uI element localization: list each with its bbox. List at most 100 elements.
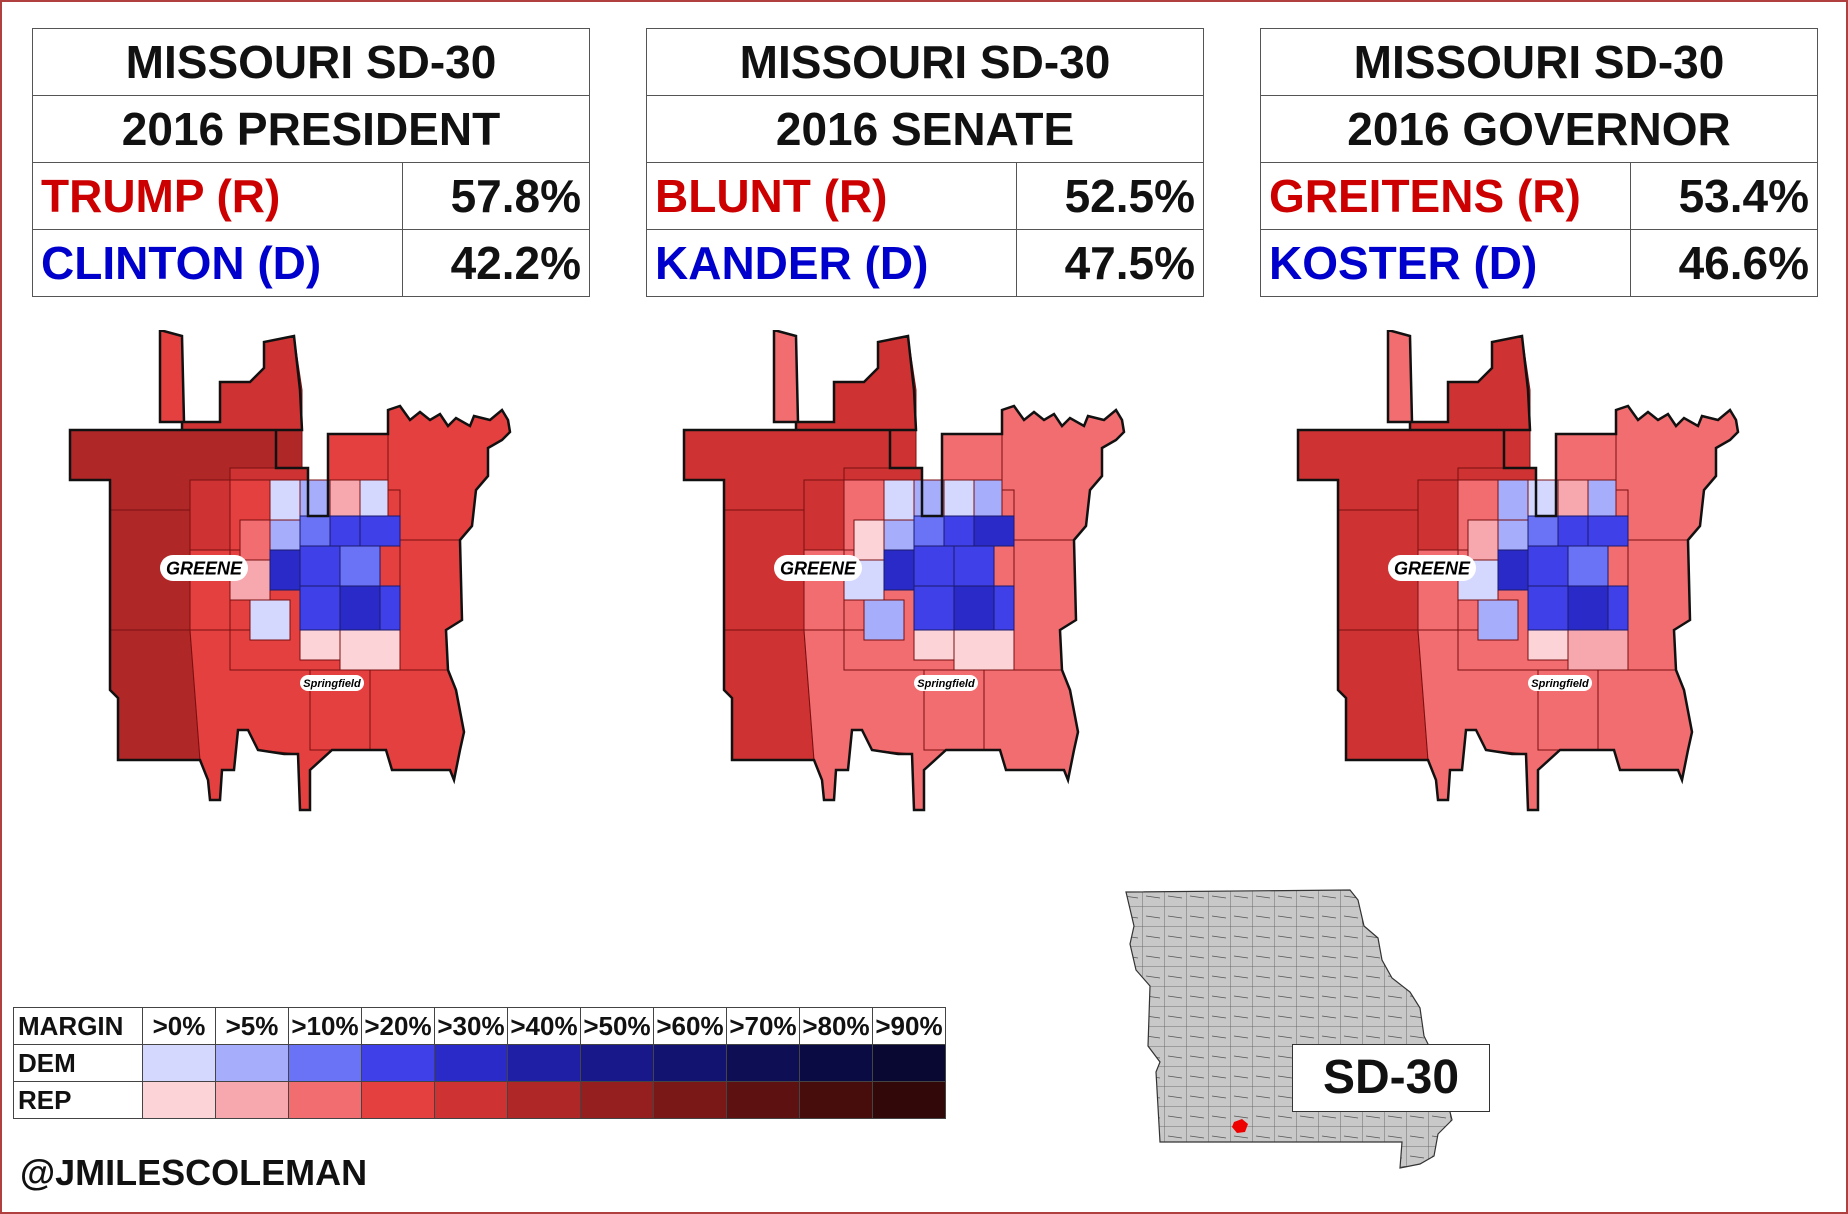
missouri-locator-map [1125, 889, 1453, 1169]
precinct-region [109, 629, 201, 761]
legend-threshold: >20% [361, 1007, 435, 1045]
precinct [1527, 585, 1569, 631]
precinct-region [1597, 669, 1693, 782]
precinct [339, 545, 381, 587]
district-title: MISSOURI SD-30 [1260, 28, 1818, 96]
precinct-region [983, 669, 1079, 782]
precinct [883, 479, 915, 521]
dem-legend-swatch [653, 1044, 727, 1082]
city-label: Springfield [1531, 678, 1589, 690]
rep-legend-swatch [726, 1081, 800, 1119]
legend-threshold: >40% [507, 1007, 581, 1045]
precinct [339, 629, 401, 671]
dem-candidate: KOSTER (D) [1260, 229, 1631, 297]
precinct [993, 585, 1015, 631]
precinct-region [399, 539, 463, 671]
precinct [329, 479, 361, 517]
rep-legend-swatch [142, 1081, 216, 1119]
city-label: Springfield [917, 678, 975, 690]
rep-percent: 57.8% [402, 162, 590, 230]
county-label: GREENE [166, 558, 243, 578]
dem-legend-swatch [215, 1044, 289, 1082]
dem-candidate: KANDER (D) [646, 229, 1017, 297]
rep-legend-swatch [799, 1081, 873, 1119]
county-label: GREENE [1394, 558, 1471, 578]
legend-threshold: >60% [653, 1007, 727, 1045]
precinct [883, 519, 915, 551]
precinct [1557, 479, 1589, 517]
precinct [269, 519, 301, 551]
rep-legend-swatch [653, 1081, 727, 1119]
president-precinct-map: GREENE Springfield [68, 330, 512, 812]
race-title: 2016 PRESIDENT [32, 95, 590, 163]
county-label: GREENE [780, 558, 857, 578]
dem-legend-swatch [142, 1044, 216, 1082]
precinct [953, 629, 1015, 671]
legend-threshold: >10% [288, 1007, 362, 1045]
precinct [239, 519, 271, 561]
precinct [1497, 479, 1529, 521]
margin-legend: MARGIN >0% >5% >10% >20% >30% >40% >50% >60% >70… [13, 1007, 946, 1119]
precinct [953, 585, 995, 631]
precinct [269, 549, 301, 591]
rep-legend-swatch [580, 1081, 654, 1119]
precinct [1567, 629, 1629, 671]
rep-legend-swatch [215, 1081, 289, 1119]
race-title: 2016 SENATE [646, 95, 1204, 163]
precinct [1567, 545, 1609, 587]
dem-legend-swatch [872, 1044, 946, 1082]
senate-results-table: MISSOURI SD-30 2016 SENATE BLUNT (R) 52.5… [646, 28, 1204, 297]
governor-precinct-map: GREENE Springfield [1296, 330, 1740, 812]
rep-candidate: BLUNT (R) [646, 162, 1017, 230]
legend-threshold: >80% [799, 1007, 873, 1045]
precinct [863, 599, 905, 641]
senate-precinct-map: GREENE Springfield [682, 330, 1126, 812]
locator-district-label: SD-30 [1292, 1044, 1490, 1112]
governor-results-table: MISSOURI SD-30 2016 GOVERNOR GREITENS (R… [1260, 28, 1818, 297]
precinct [299, 629, 341, 661]
legend-threshold: >0% [142, 1007, 216, 1045]
precinct [913, 515, 945, 547]
precinct [1477, 599, 1519, 641]
president-results-table: MISSOURI SD-30 2016 PRESIDENT TRUMP (R) 5… [32, 28, 590, 297]
district-border [68, 330, 512, 812]
precinct [853, 519, 885, 561]
sd-30-district-marker [1232, 1119, 1248, 1133]
rep-percent: 53.4% [1630, 162, 1818, 230]
dem-percent: 46.6% [1630, 229, 1818, 297]
precinct [359, 515, 401, 547]
precinct [299, 515, 331, 547]
district-border [682, 330, 1126, 812]
legend-threshold: >30% [434, 1007, 508, 1045]
legend-threshold: >70% [726, 1007, 800, 1045]
dem-candidate: CLINTON (D) [32, 229, 403, 297]
rep-candidate: GREITENS (R) [1260, 162, 1631, 230]
district-title: MISSOURI SD-30 [646, 28, 1204, 96]
district-title: MISSOURI SD-30 [32, 28, 590, 96]
precinct [1557, 515, 1589, 547]
precinct [913, 479, 945, 517]
race-title: 2016 GOVERNOR [1260, 95, 1818, 163]
precinct [1607, 585, 1629, 631]
precinct [379, 585, 401, 631]
precinct [1527, 545, 1569, 587]
legend-threshold: >5% [215, 1007, 289, 1045]
legend-dem-label: DEM [13, 1044, 143, 1082]
precinct-region [1337, 629, 1429, 761]
precinct [1567, 585, 1609, 631]
dem-percent: 42.2% [402, 229, 590, 297]
precinct [953, 545, 995, 587]
precinct [1587, 515, 1629, 547]
rep-legend-swatch [434, 1081, 508, 1119]
precinct-region [1013, 539, 1077, 671]
dem-legend-swatch [434, 1044, 508, 1082]
precinct [913, 585, 955, 631]
precinct-region [1627, 539, 1691, 671]
precinct [1467, 519, 1499, 561]
rep-legend-swatch [288, 1081, 362, 1119]
precinct [943, 515, 975, 547]
rep-legend-swatch [872, 1081, 946, 1119]
legend-rep-label: REP [13, 1081, 143, 1119]
precinct [973, 515, 1015, 547]
